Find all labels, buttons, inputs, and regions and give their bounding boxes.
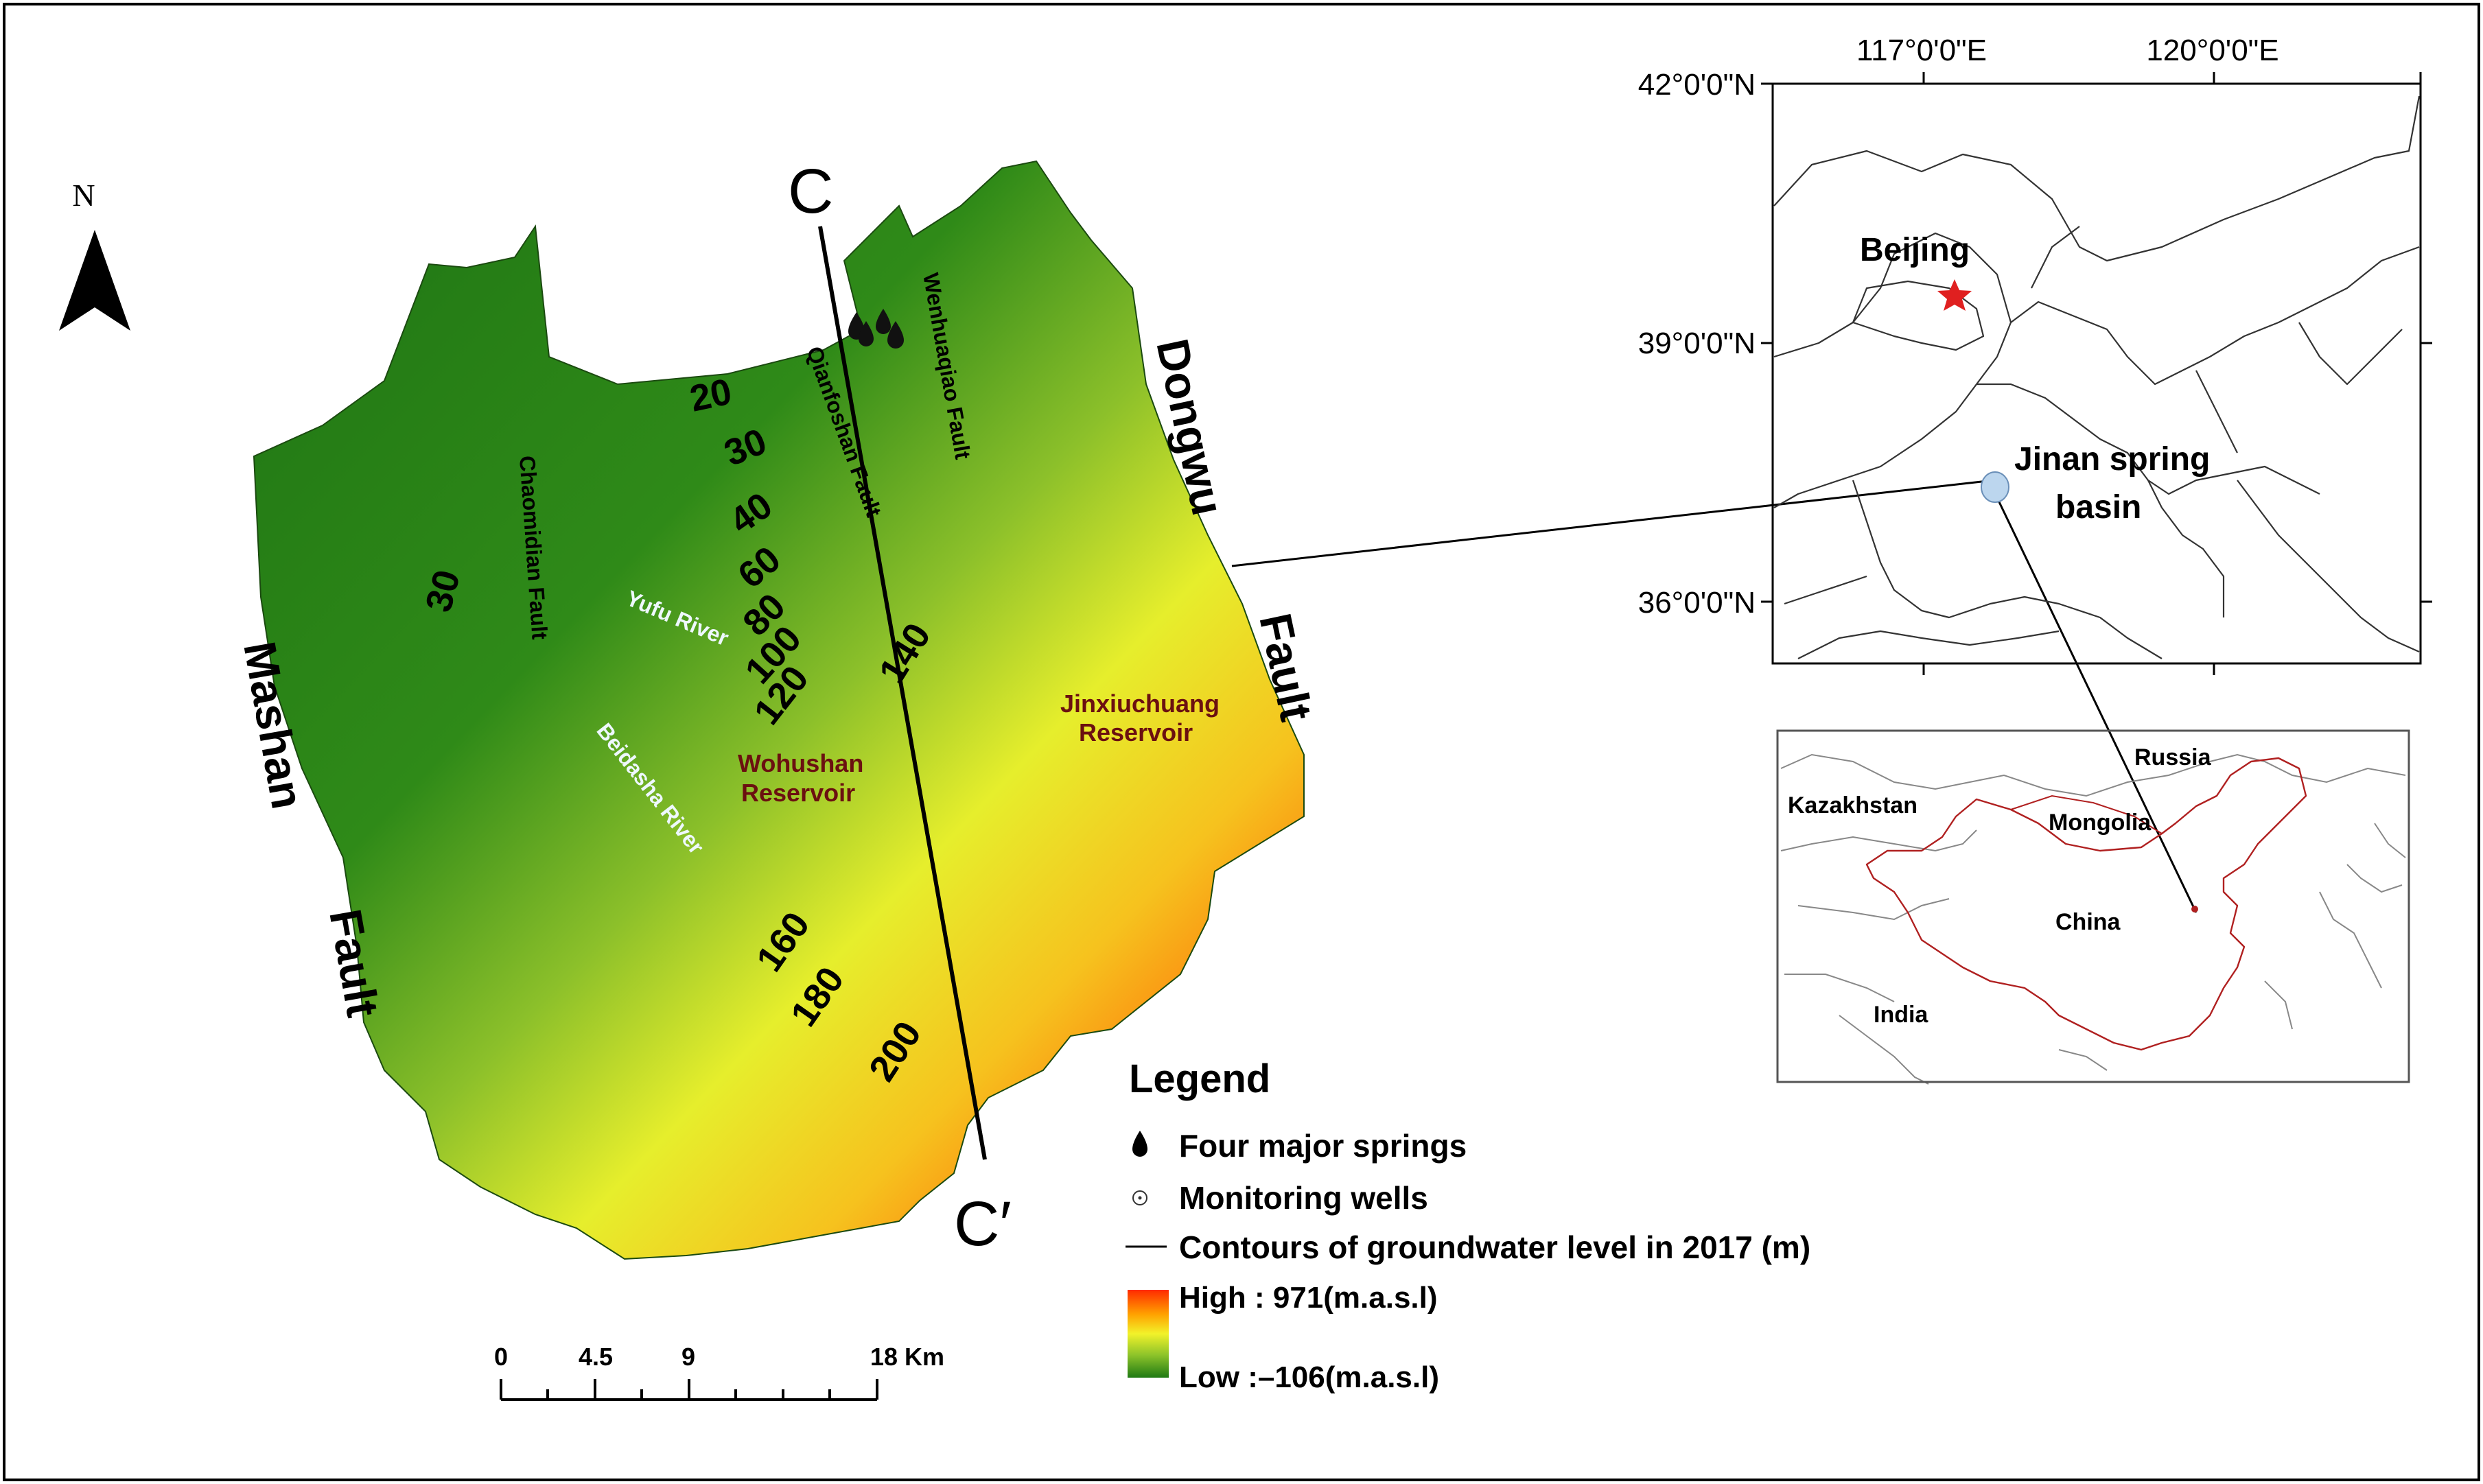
country-label-china: China bbox=[2055, 909, 2121, 935]
study-area-location-marker bbox=[2191, 906, 2198, 912]
country-inset-map: Russia Kazakhstan Mongolia China India bbox=[1780, 744, 2406, 1085]
jinxiuchuang-reservoir-label-2: Reservoir bbox=[1079, 718, 1193, 746]
country-inset-frame bbox=[1776, 729, 2410, 1083]
latitude-label: 39°0'0"N bbox=[1638, 327, 1756, 360]
well-icon bbox=[1132, 1190, 1147, 1205]
scale-bar: 0 4.5 9 18 Km bbox=[494, 1343, 944, 1401]
figure-border bbox=[3, 3, 2480, 1481]
longitude-label: 120°0'0"E bbox=[2146, 34, 2278, 67]
country-label-russia: Russia bbox=[2134, 744, 2212, 770]
north-arrow: N bbox=[59, 178, 130, 331]
north-label: N bbox=[72, 178, 95, 213]
elevation-color-ramp bbox=[1128, 1290, 1169, 1378]
country-label-kazakhstan: Kazakhstan bbox=[1788, 792, 1917, 818]
profile-end-label: C′ bbox=[954, 1189, 1012, 1259]
legend-title: Legend bbox=[1129, 1057, 1270, 1101]
latitude-label: 36°0'0"N bbox=[1638, 586, 1756, 620]
wohushan-reservoir-label-1: Wohushan bbox=[738, 749, 863, 777]
scale-tick-label: 0 bbox=[494, 1343, 508, 1371]
inset-connector-2 bbox=[1992, 490, 2198, 913]
profile-start-label: C bbox=[788, 156, 833, 226]
latitude-label: 42°0'0"N bbox=[1638, 68, 1756, 102]
study-area-label-1: Jinan spring bbox=[2014, 441, 2210, 478]
capital-star-icon bbox=[1937, 279, 1972, 311]
china-border bbox=[1865, 757, 2307, 1051]
mongolia-border bbox=[2010, 794, 2163, 834]
springs bbox=[848, 309, 904, 349]
study-area-label-2: basin bbox=[2055, 489, 2141, 526]
wohushan-reservoir-label-2: Reservoir bbox=[741, 779, 855, 807]
contour-label: 20 bbox=[686, 371, 735, 420]
spring-marker bbox=[887, 321, 904, 349]
scale-tick-label: 9 bbox=[681, 1343, 695, 1371]
longitude-label: 117°0'0"E bbox=[1856, 34, 1987, 67]
spring-icon bbox=[1132, 1131, 1147, 1157]
legend-label-contours: Contours of groundwater level in 2017 (m… bbox=[1179, 1229, 1810, 1265]
elevation-low-label: Low :–106(m.a.s.l) bbox=[1179, 1361, 1439, 1394]
north-arrow-icon bbox=[59, 230, 130, 331]
spring-marker bbox=[876, 309, 891, 334]
scale-tick-label: 4.5 bbox=[579, 1343, 613, 1371]
scale-tick-label: 18 Km bbox=[870, 1343, 944, 1371]
beijing-label: Beijing bbox=[1860, 232, 1970, 268]
profile-line bbox=[818, 226, 987, 1160]
jinxiuchuang-reservoir-label-1: Jinxiuchuang bbox=[1060, 690, 1220, 718]
inset-graticule-ticks bbox=[1761, 72, 2432, 675]
legend-label-springs: Four major springs bbox=[1179, 1128, 1467, 1164]
regional-inset-map: Beijing Jinan spring basin bbox=[1773, 95, 2421, 659]
country-label-india: India bbox=[1874, 1002, 1928, 1028]
study-area-marker bbox=[1981, 471, 2009, 503]
legend: Legend Four major springs Monitoring wel… bbox=[1126, 1057, 1810, 1394]
legend-label-wells: Monitoring wells bbox=[1179, 1180, 1428, 1216]
inset-connector bbox=[1231, 479, 1994, 567]
country-label-mongolia: Mongolia bbox=[2049, 810, 2152, 836]
regional-inset-frame bbox=[1771, 82, 2422, 665]
spring-marker bbox=[859, 321, 874, 346]
elevation-high-label: High : 971(m.a.s.l) bbox=[1179, 1281, 1438, 1315]
